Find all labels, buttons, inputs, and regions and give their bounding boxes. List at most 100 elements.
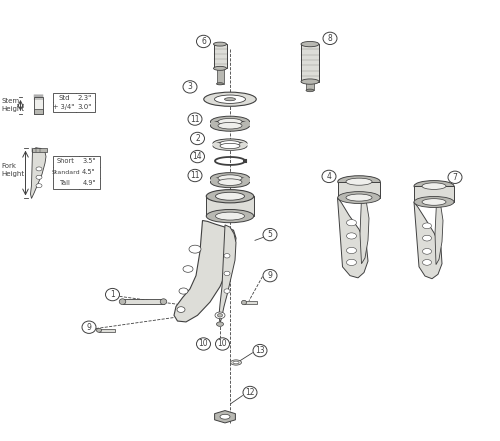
FancyBboxPatch shape [214, 44, 226, 68]
Text: 8: 8 [328, 34, 332, 43]
Ellipse shape [36, 175, 42, 179]
Ellipse shape [414, 197, 454, 207]
Ellipse shape [220, 141, 240, 146]
Text: 14: 14 [192, 152, 202, 161]
FancyBboxPatch shape [52, 93, 95, 112]
Ellipse shape [214, 42, 226, 46]
Ellipse shape [422, 183, 446, 190]
Ellipse shape [216, 82, 224, 85]
FancyBboxPatch shape [414, 186, 454, 202]
FancyBboxPatch shape [122, 299, 164, 304]
Circle shape [183, 81, 197, 93]
Ellipse shape [96, 328, 102, 333]
FancyBboxPatch shape [301, 44, 319, 82]
Text: 13: 13 [255, 346, 265, 355]
Text: 12: 12 [245, 388, 255, 397]
Text: 3.0": 3.0" [78, 104, 92, 110]
Circle shape [190, 150, 204, 163]
Text: 4: 4 [326, 172, 332, 181]
Ellipse shape [338, 192, 380, 204]
Ellipse shape [215, 312, 225, 318]
Text: Short: Short [56, 158, 74, 164]
Ellipse shape [346, 247, 356, 254]
Circle shape [323, 32, 337, 45]
Circle shape [188, 113, 202, 125]
Polygon shape [30, 148, 46, 198]
Text: 3: 3 [188, 82, 192, 91]
Ellipse shape [224, 254, 230, 258]
Ellipse shape [422, 198, 446, 205]
Circle shape [196, 338, 210, 350]
Ellipse shape [422, 235, 432, 241]
Ellipse shape [220, 415, 230, 419]
Ellipse shape [422, 248, 432, 254]
Ellipse shape [206, 190, 254, 203]
Text: 4.9": 4.9" [82, 180, 96, 187]
Circle shape [82, 321, 96, 333]
Polygon shape [214, 411, 236, 423]
FancyBboxPatch shape [338, 182, 380, 198]
Ellipse shape [160, 299, 167, 304]
Circle shape [263, 228, 277, 241]
Ellipse shape [218, 175, 242, 182]
Ellipse shape [301, 79, 319, 84]
Polygon shape [435, 202, 443, 265]
Ellipse shape [224, 97, 235, 101]
Polygon shape [338, 198, 368, 278]
Ellipse shape [36, 184, 42, 188]
Text: + 3/4": + 3/4" [54, 104, 74, 110]
Circle shape [243, 386, 257, 399]
Text: 10: 10 [198, 340, 208, 348]
FancyBboxPatch shape [34, 97, 42, 114]
Ellipse shape [346, 194, 372, 201]
Ellipse shape [177, 307, 185, 312]
Text: 1: 1 [110, 290, 115, 299]
Text: 4.5": 4.5" [82, 169, 96, 176]
Text: Stem
Height: Stem Height [2, 98, 24, 112]
Circle shape [448, 171, 462, 183]
Circle shape [106, 288, 120, 301]
Ellipse shape [301, 41, 319, 47]
Ellipse shape [233, 361, 239, 364]
Ellipse shape [214, 66, 226, 71]
Ellipse shape [214, 95, 246, 103]
Ellipse shape [189, 245, 201, 253]
Text: 11: 11 [190, 115, 200, 123]
Ellipse shape [183, 265, 193, 272]
Ellipse shape [218, 179, 242, 186]
Ellipse shape [210, 120, 250, 131]
Text: Standard: Standard [51, 170, 80, 175]
Text: 2: 2 [195, 134, 200, 143]
Text: Tall: Tall [60, 180, 71, 187]
Circle shape [253, 344, 267, 357]
FancyBboxPatch shape [32, 148, 46, 152]
Polygon shape [360, 198, 369, 264]
Ellipse shape [179, 288, 188, 294]
FancyBboxPatch shape [210, 178, 250, 182]
Ellipse shape [218, 118, 242, 125]
Text: 9: 9 [86, 323, 92, 332]
Circle shape [322, 170, 336, 183]
Text: 9: 9 [268, 271, 272, 280]
Ellipse shape [422, 223, 432, 228]
Ellipse shape [210, 116, 250, 127]
Circle shape [188, 169, 202, 182]
Ellipse shape [422, 259, 432, 265]
Ellipse shape [216, 212, 244, 220]
Circle shape [190, 132, 204, 145]
Ellipse shape [210, 177, 250, 188]
Ellipse shape [216, 322, 224, 326]
Ellipse shape [218, 122, 242, 129]
Polygon shape [219, 225, 236, 323]
Ellipse shape [242, 300, 246, 305]
FancyBboxPatch shape [99, 329, 115, 332]
FancyBboxPatch shape [213, 143, 247, 146]
Text: 6: 6 [201, 37, 206, 46]
Ellipse shape [218, 314, 222, 317]
Ellipse shape [216, 192, 244, 200]
Circle shape [263, 269, 277, 282]
Text: Std: Std [58, 95, 70, 101]
Ellipse shape [204, 92, 256, 106]
FancyBboxPatch shape [210, 122, 250, 126]
FancyBboxPatch shape [244, 301, 256, 304]
